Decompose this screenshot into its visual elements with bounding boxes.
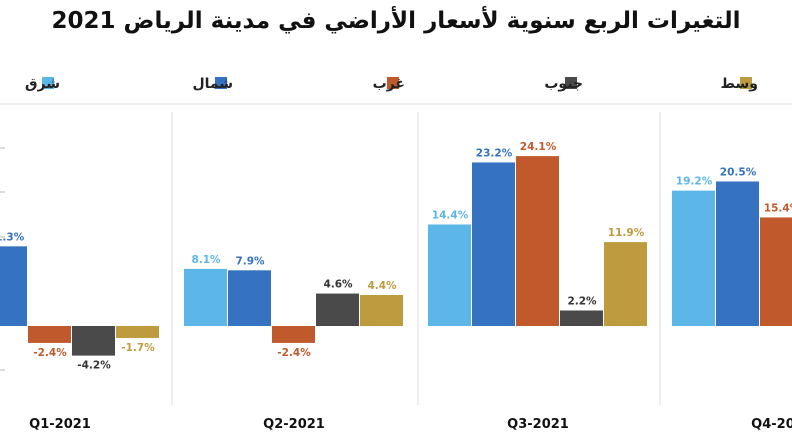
- bar-series-3-0: [72, 326, 115, 356]
- data-label-series-2-0: -2.4%: [33, 347, 67, 359]
- legend-label-series-1: شمال: [192, 76, 233, 92]
- legend-label-series-0: شرق: [25, 76, 60, 92]
- bar-series-1-2: [472, 162, 515, 326]
- chart-title: التغيرات الربع سنوية لأسعار الأراضي في م…: [51, 8, 741, 34]
- bar-series-2-2: [516, 156, 559, 326]
- legend-label-series-3: جنوب: [544, 76, 583, 92]
- data-label-series-0-2: 14.4%: [432, 209, 469, 221]
- bar-series-2-3: [760, 217, 792, 326]
- category-label-0: Q1-2021: [29, 417, 91, 432]
- category-label-3: Q4-2021: [751, 417, 792, 432]
- bar-series-3-1: [316, 293, 359, 326]
- bar-series-3-2: [560, 310, 603, 326]
- bar-series-0-3: [672, 190, 715, 326]
- data-label-series-2-2: 24.1%: [520, 141, 557, 153]
- bar-series-4-1: [360, 294, 403, 326]
- data-label-series-1-0: 11.3%: [0, 231, 25, 243]
- bar-series-2-1: [272, 326, 315, 343]
- legend-swatch-series-1: [215, 77, 227, 89]
- data-label-series-2-3: 15.4%: [764, 202, 792, 214]
- bar-series-1-3: [716, 181, 759, 326]
- legend-label-series-4: وسط: [721, 76, 758, 92]
- data-label-series-2-1: -2.4%: [277, 347, 311, 359]
- data-label-series-4-1: 4.4%: [367, 280, 397, 292]
- data-label-series-1-2: 23.2%: [476, 147, 513, 159]
- legend-swatch-series-4: [740, 77, 752, 89]
- bar-series-0-1: [184, 268, 227, 326]
- category-label-1: Q2-2021: [263, 417, 325, 432]
- data-label-series-3-1: 4.6%: [323, 279, 353, 291]
- legend-swatch-series-3: [565, 77, 577, 89]
- legend-swatch-series-2: [387, 77, 399, 89]
- data-label-series-3-0: -4.2%: [77, 360, 111, 372]
- bar-series-4-2: [604, 242, 647, 326]
- bar-series-1-0: [0, 246, 27, 326]
- data-label-series-4-2: 11.9%: [608, 227, 645, 239]
- category-label-2: Q3-2021: [507, 417, 569, 432]
- legend-label-series-2: غرب: [373, 76, 405, 92]
- data-label-series-3-2: 2.2%: [567, 295, 597, 307]
- bar-series-4-0: [116, 326, 159, 338]
- data-label-series-4-0: -1.7%: [121, 342, 155, 354]
- data-label-series-0-3: 19.2%: [676, 176, 713, 188]
- bar-series-0-2: [428, 224, 471, 326]
- data-label-series-0-1: 8.1%: [191, 254, 221, 266]
- data-label-series-1-1: 7.9%: [235, 255, 265, 267]
- bar-series-1-1: [228, 270, 271, 326]
- data-label-series-1-3: 20.5%: [720, 166, 757, 178]
- legend-swatch-series-0: [42, 77, 54, 89]
- bar-series-2-0: [28, 326, 71, 343]
